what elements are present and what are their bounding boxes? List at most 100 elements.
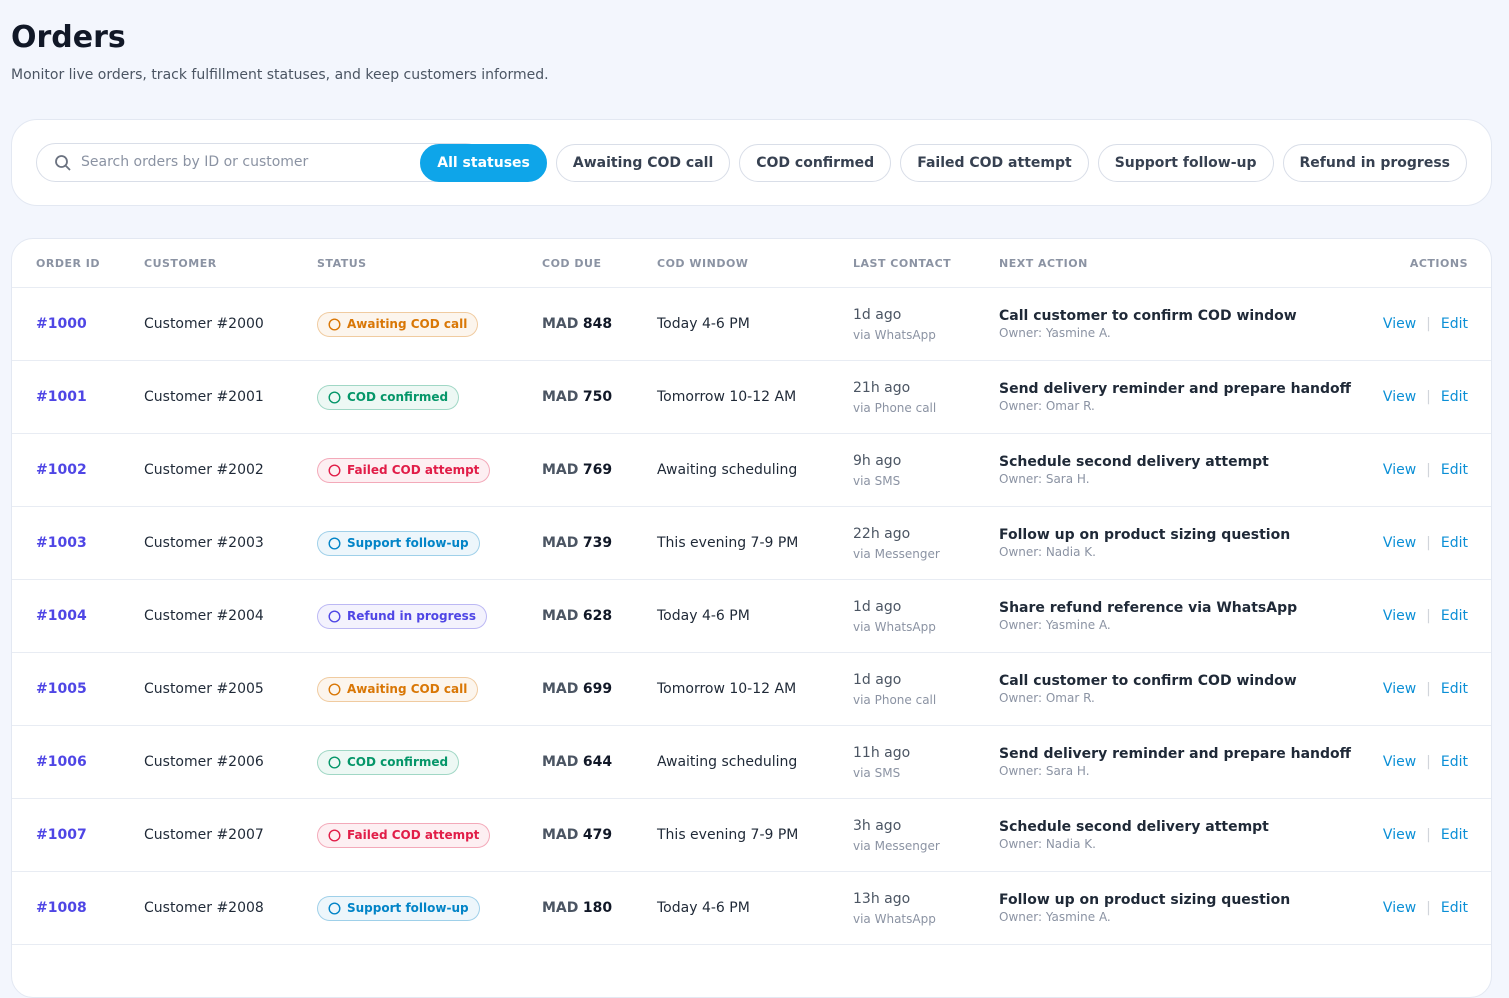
edit-link[interactable]: Edit (1440, 389, 1468, 405)
status-badge: Support follow-up (317, 530, 480, 556)
order-id[interactable]: #1006 (36, 754, 87, 770)
edit-link[interactable]: Edit (1440, 462, 1468, 478)
status-text: Support follow-up (347, 901, 469, 915)
contact-time: 11h ago (853, 744, 911, 761)
page-subtitle: Monitor live orders, track fulfillment s… (11, 67, 549, 83)
status-icon (328, 828, 341, 842)
column-header: ACTIONS (1409, 256, 1468, 270)
action-text: Schedule second delivery attempt (999, 454, 1269, 470)
edit-link[interactable]: Edit (1440, 608, 1468, 624)
edit-link[interactable]: Edit (1440, 827, 1468, 843)
status-cell: COD confirmed (317, 749, 542, 775)
view-link[interactable]: View (1382, 389, 1417, 405)
status-cell: Refund in progress (317, 603, 542, 629)
view-link[interactable]: View (1382, 900, 1417, 916)
view-link[interactable]: View (1382, 827, 1417, 843)
amount: 644 (582, 754, 613, 770)
contact-channel: via Messenger (853, 546, 940, 561)
order-id[interactable]: #1000 (36, 316, 87, 332)
next-action: Follow up on product sizing question Owne… (999, 892, 1358, 924)
order-id[interactable]: #1005 (36, 681, 87, 697)
filter-chip[interactable]: All statuses (420, 144, 547, 182)
owner: Owner: Omar R. (999, 399, 1095, 413)
table-header: ORDER ID CUSTOMER STATUS COD DUE COD WINDOW L… (12, 239, 1491, 288)
filter-chip[interactable]: Refund in progress (1282, 144, 1467, 182)
contact-channel: via Phone call (853, 400, 937, 415)
contact-channel: via SMS (853, 765, 901, 780)
action-text: Follow up on product sizing question (999, 892, 1291, 908)
currency: MAD (542, 754, 579, 770)
view-link[interactable]: View (1382, 535, 1417, 551)
row-actions: View | Edit (1358, 535, 1468, 551)
cod-window: Today 4-6 PM (657, 608, 750, 624)
customer: Customer #2002 (144, 462, 264, 478)
edit-link[interactable]: Edit (1440, 681, 1468, 697)
owner: Owner: Omar R. (999, 691, 1095, 705)
order-row: #1002 Customer #2002 Failed COD attempt MAD… (12, 434, 1491, 507)
next-action: Call customer to confirm COD window Owner… (999, 673, 1358, 705)
column-header: NEXT ACTION (999, 256, 1088, 270)
search-input[interactable]: Search orders by ID or customer (36, 143, 485, 182)
order-id[interactable]: #1007 (36, 827, 87, 843)
action-text: Send delivery reminder and prepare hando… (999, 381, 1351, 397)
contact-time: 22h ago (853, 525, 911, 542)
amount: 848 (582, 316, 613, 332)
view-link[interactable]: View (1382, 754, 1417, 770)
column-header: CUSTOMER (144, 256, 217, 270)
status-badge: Awaiting COD call (317, 311, 479, 337)
row-actions: View | Edit (1358, 754, 1468, 770)
next-action: Follow up on product sizing question Owne… (999, 527, 1358, 559)
last-contact: 3h ago via Messenger (853, 818, 999, 853)
order-id[interactable]: #1004 (36, 608, 87, 624)
currency: MAD (542, 316, 579, 332)
contact-channel: via Phone call (853, 692, 937, 707)
owner: Owner: Nadia K. (999, 837, 1096, 851)
filter-chip[interactable]: Support follow-up (1097, 144, 1274, 182)
filter-chip[interactable]: COD confirmed (739, 144, 892, 182)
search-icon (55, 155, 71, 171)
column-header: COD DUE (542, 256, 602, 270)
customer: Customer #2000 (144, 316, 264, 332)
order-id[interactable]: #1001 (36, 389, 87, 405)
separator: | (1426, 608, 1431, 624)
status-text: Awaiting COD call (347, 317, 468, 331)
separator: | (1426, 900, 1431, 916)
order-id[interactable]: #1002 (36, 462, 87, 478)
filter-chip[interactable]: Failed COD attempt (900, 144, 1089, 182)
last-contact: 13h ago via WhatsApp (853, 891, 999, 926)
next-action: Send delivery reminder and prepare hando… (999, 746, 1358, 778)
status-cell: Support follow-up (317, 530, 542, 556)
row-actions: View | Edit (1358, 608, 1468, 624)
filter-chip[interactable]: Awaiting COD call (555, 144, 731, 182)
amount: 699 (582, 681, 613, 697)
view-link[interactable]: View (1382, 316, 1417, 332)
view-link[interactable]: View (1382, 608, 1417, 624)
edit-link[interactable]: Edit (1440, 900, 1468, 916)
cod-due: MAD 750 (542, 389, 657, 405)
view-link[interactable]: View (1382, 462, 1417, 478)
separator: | (1426, 316, 1431, 332)
last-contact: 21h ago via Phone call (853, 380, 999, 415)
search-placeholder: Search orders by ID or customer (81, 154, 309, 170)
edit-link[interactable]: Edit (1440, 535, 1468, 551)
view-link[interactable]: View (1382, 681, 1417, 697)
edit-link[interactable]: Edit (1440, 754, 1468, 770)
order-row: #1007 Customer #2007 Failed COD attempt MAD… (12, 799, 1491, 872)
order-id[interactable]: #1008 (36, 900, 87, 916)
contact-channel: via WhatsApp (853, 619, 936, 634)
order-row: #1004 Customer #2004 Refund in progress MAD… (12, 580, 1491, 653)
separator: | (1426, 389, 1431, 405)
status-cell: COD confirmed (317, 384, 542, 410)
edit-link[interactable]: Edit (1440, 316, 1468, 332)
status-text: Support follow-up (347, 536, 469, 550)
status-icon (328, 390, 341, 404)
row-actions: View | Edit (1358, 827, 1468, 843)
page: Orders Monitor live orders, track fulfil… (11, 20, 1492, 998)
separator: | (1426, 681, 1431, 697)
customer: Customer #2006 (144, 754, 264, 770)
contact-time: 1d ago (853, 671, 902, 688)
currency: MAD (542, 681, 579, 697)
order-id[interactable]: #1003 (36, 535, 87, 551)
currency: MAD (542, 389, 579, 405)
action-text: Send delivery reminder and prepare hando… (999, 746, 1351, 762)
